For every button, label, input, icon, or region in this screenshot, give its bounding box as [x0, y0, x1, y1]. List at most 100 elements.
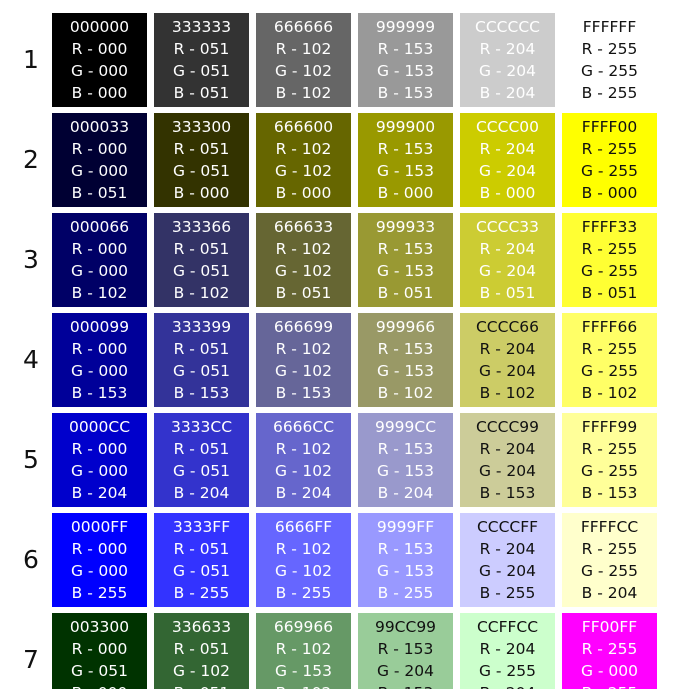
- green-value-label: G - 051: [70, 662, 129, 680]
- red-value-label: R - 051: [173, 540, 230, 558]
- red-value-label: R - 204: [479, 140, 536, 158]
- red-value-label: R - 255: [581, 240, 638, 258]
- color-swatch: 666600 R - 102 G - 102 B - 000: [256, 113, 351, 207]
- color-swatch: CCCCFF R - 204 G - 204 B - 255: [460, 513, 555, 607]
- blue-value-label: B - 204: [460, 682, 555, 689]
- green-value-label: G - 153: [274, 662, 333, 680]
- red-value-label: R - 000: [71, 140, 128, 158]
- color-swatch: 9999FF R - 153 G - 153 B - 255: [358, 513, 453, 607]
- red-value-label: R - 255: [581, 340, 638, 358]
- red-value-label: R - 255: [581, 640, 638, 658]
- green-value-label: G - 102: [274, 262, 333, 280]
- color-swatch: CCCCCC R - 204 G - 204 B - 204: [460, 13, 555, 107]
- color-swatch: 666633 R - 102 G - 102 B - 051: [256, 213, 351, 307]
- swatch-row: 6 0000FF R - 000 G - 000 B - 255 3333FF R - 05…: [0, 513, 684, 607]
- green-value-label: G - 102: [274, 62, 333, 80]
- blue-value-label: B - 153: [358, 682, 453, 689]
- blue-value-label: B - 102: [275, 84, 332, 102]
- row-number-label: 5: [23, 445, 39, 474]
- red-value-label: R - 102: [275, 240, 332, 258]
- red-value-label: R - 102: [275, 340, 332, 358]
- hex-code-label: 999933: [375, 218, 436, 236]
- hex-code-label: CCCCCC: [475, 18, 540, 36]
- red-value-label: R - 153: [377, 40, 434, 58]
- color-swatch: 000000 R - 000 G - 000 B - 000: [52, 13, 147, 107]
- blue-value-label: B - 204: [581, 584, 638, 602]
- swatch-row: 1 000000 R - 000 G - 000 B - 000 333333 R - 05…: [0, 13, 684, 107]
- green-value-label: G - 051: [172, 262, 231, 280]
- row-number-label: 2: [23, 145, 39, 174]
- hex-code-label: CCFFCC: [476, 618, 539, 636]
- green-value-label: G - 204: [478, 262, 537, 280]
- hex-code-label: 6666FF: [274, 518, 333, 536]
- hex-code-label: 003300: [69, 618, 130, 636]
- red-value-label: R - 204: [479, 40, 536, 58]
- red-value-label: R - 153: [377, 640, 434, 658]
- green-value-label: G - 204: [478, 362, 537, 380]
- blue-value-label: B - 153: [479, 484, 536, 502]
- hex-code-label: 333333: [171, 18, 232, 36]
- hex-code-label: CCCC66: [475, 318, 539, 336]
- hex-code-label: 99CC99: [374, 618, 437, 636]
- hex-code-label: 669966: [273, 618, 334, 636]
- hex-code-label: 333399: [171, 318, 232, 336]
- green-value-label: G - 153: [376, 462, 435, 480]
- blue-value-label: B - 102: [377, 384, 434, 402]
- blue-value-label: B - 204: [275, 484, 332, 502]
- color-swatch: 3333CC R - 051 G - 051 B - 204: [154, 413, 249, 507]
- color-swatch: FFFF66 R - 255 G - 255 B - 102: [562, 313, 657, 407]
- blue-value-label: B - 255: [562, 682, 657, 689]
- red-value-label: R - 204: [479, 640, 536, 658]
- hex-code-label: FF00FF: [581, 618, 638, 636]
- color-swatch: FFFF99 R - 255 G - 255 B - 153: [562, 413, 657, 507]
- hex-code-label: FFFF00: [581, 118, 638, 136]
- red-value-label: R - 102: [275, 40, 332, 58]
- swatch-row: 2 000033 R - 000 G - 000 B - 051 333300 R - 05…: [0, 113, 684, 207]
- green-value-label: G - 102: [274, 462, 333, 480]
- red-value-label: R - 153: [377, 240, 434, 258]
- red-value-label: R - 204: [479, 240, 536, 258]
- green-value-label: G - 255: [580, 62, 639, 80]
- red-value-label: R - 051: [173, 640, 230, 658]
- blue-value-label: B - 153: [71, 384, 128, 402]
- hex-code-label: 999999: [375, 18, 436, 36]
- color-swatch: 003300 R - 000 G - 051 B - 000: [52, 613, 147, 689]
- color-swatch: 666666 R - 102 G - 102 B - 102: [256, 13, 351, 107]
- color-swatch: 666699 R - 102 G - 102 B - 153: [256, 313, 351, 407]
- green-value-label: G - 102: [274, 362, 333, 380]
- green-value-label: G - 000: [70, 562, 129, 580]
- blue-value-label: B - 051: [71, 184, 128, 202]
- color-swatch: 999933 R - 153 G - 153 B - 051: [358, 213, 453, 307]
- red-value-label: R - 102: [275, 140, 332, 158]
- row-number-label: 7: [23, 645, 39, 674]
- blue-value-label: B - 000: [377, 184, 434, 202]
- color-swatch: 333300 R - 051 G - 051 B - 000: [154, 113, 249, 207]
- color-swatch: 000099 R - 000 G - 000 B - 153: [52, 313, 147, 407]
- color-swatch: 000033 R - 000 G - 000 B - 051: [52, 113, 147, 207]
- green-value-label: G - 051: [172, 162, 231, 180]
- blue-value-label: B - 255: [71, 584, 128, 602]
- blue-value-label: B - 000: [275, 184, 332, 202]
- color-swatch: FFFF00 R - 255 G - 255 B - 000: [562, 113, 657, 207]
- color-swatch: 0000CC R - 000 G - 000 B - 204: [52, 413, 147, 507]
- color-swatch: CCCC66 R - 204 G - 204 B - 102: [460, 313, 555, 407]
- hex-code-label: FFFF33: [581, 218, 638, 236]
- green-value-label: G - 255: [478, 662, 537, 680]
- hex-code-label: 9999CC: [374, 418, 437, 436]
- green-value-label: G - 000: [70, 62, 129, 80]
- red-value-label: R - 051: [173, 140, 230, 158]
- color-swatch: 9999CC R - 153 G - 153 B - 204: [358, 413, 453, 507]
- hex-code-label: 666633: [273, 218, 334, 236]
- green-value-label: G - 102: [172, 662, 231, 680]
- red-value-label: R - 255: [581, 440, 638, 458]
- color-swatch: 999966 R - 153 G - 153 B - 102: [358, 313, 453, 407]
- color-swatch: 669966 R - 102 G - 153 B - 102: [256, 613, 351, 689]
- hex-code-label: 999966: [375, 318, 436, 336]
- green-value-label: G - 204: [478, 162, 537, 180]
- green-value-label: G - 153: [376, 162, 435, 180]
- red-value-label: R - 051: [173, 440, 230, 458]
- red-value-label: R - 102: [275, 440, 332, 458]
- hex-code-label: 0000FF: [70, 518, 129, 536]
- red-value-label: R - 153: [377, 340, 434, 358]
- green-value-label: G - 000: [70, 462, 129, 480]
